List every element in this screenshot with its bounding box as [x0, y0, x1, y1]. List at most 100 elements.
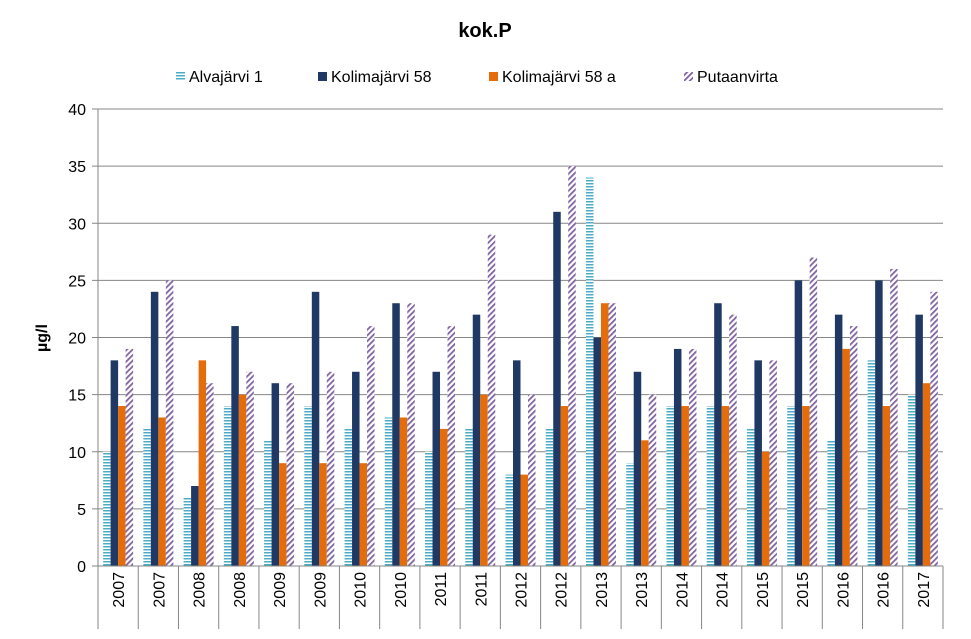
x-tick-label: 2015 [795, 572, 812, 608]
bar-kolimaj-rvi-58-a [520, 474, 528, 566]
chart-title: kok.P [458, 20, 511, 42]
legend-label: Alvajärvi 1 [189, 69, 263, 86]
bar-kolimaj-rvi-58 [593, 337, 601, 566]
bar-kolimaj-rvi-58 [673, 348, 682, 566]
bar-putaanvirta [367, 326, 375, 566]
x-tick-label: 2017 [916, 572, 933, 608]
bar-kolimaj-rvi-58-a [560, 406, 569, 566]
bar-putaanvirta [206, 383, 214, 566]
bar-putaanvirta [890, 268, 898, 566]
legend-swatch [489, 72, 498, 81]
bar-alvaj-rvi-1 [103, 451, 111, 566]
bar-alvaj-rvi-1 [907, 394, 916, 566]
legend-item: Putaanvirta [684, 69, 778, 86]
legend-swatch [176, 72, 185, 81]
bar-kolimaj-rvi-58-a [922, 383, 931, 566]
x-tick-label: 2016 [876, 572, 893, 608]
bar-kolimaj-rvi-58-a [158, 417, 166, 566]
x-tick-label: 2008 [232, 572, 249, 608]
bar-kolimaj-rvi-58 [875, 280, 883, 566]
legend-swatch [318, 72, 327, 81]
bar-alvaj-rvi-1 [223, 406, 232, 566]
bar-kolimaj-rvi-58 [794, 280, 803, 566]
bar-putaanvirta [326, 371, 335, 566]
bar-alvaj-rvi-1 [344, 428, 353, 566]
y-tick-labels: 0 5 10 15 20 25 30 35 40 [68, 102, 86, 576]
bar-kolimaj-rvi-58 [110, 360, 119, 566]
bar-putaanvirta [729, 314, 737, 566]
x-tick-label: 2016 [835, 572, 852, 608]
legend-swatch [684, 72, 693, 81]
x-tick-label: 2009 [272, 572, 289, 608]
legend-item: Kolimajärvi 58 [318, 69, 432, 86]
bar-kolimaj-rvi-58 [915, 314, 923, 566]
bar-alvaj-rvi-1 [143, 428, 151, 566]
legend: Alvajärvi 1 Kolimajärvi 58 Kolimajärvi 58 … [176, 69, 778, 86]
bar-alvaj-rvi-1 [746, 428, 755, 566]
x-tick-label: 2013 [634, 572, 651, 608]
bar-putaanvirta [648, 394, 657, 566]
legend-item: Alvajärvi 1 [176, 69, 263, 86]
bar-alvaj-rvi-1 [827, 440, 835, 566]
bar-kolimaj-rvi-58-a [198, 360, 207, 566]
bar-kolimaj-rvi-58 [553, 211, 561, 566]
y-tick-label: 25 [68, 273, 86, 290]
bar-kolimaj-rvi-58 [513, 360, 521, 566]
bar-kolimaj-rvi-58-a [641, 440, 649, 566]
bar-alvaj-rvi-1 [183, 497, 192, 566]
bar-putaanvirta [809, 257, 818, 566]
x-tick-label: 2013 [594, 572, 611, 608]
bar-alvaj-rvi-1 [384, 417, 393, 566]
legend-label: Putaanvirta [697, 69, 778, 86]
x-tick-label: 2014 [674, 572, 691, 608]
x-tick-label: 2015 [755, 572, 772, 608]
bar-kolimaj-rvi-58-a [238, 394, 247, 566]
bar-kolimaj-rvi-58 [150, 291, 159, 566]
bar-putaanvirta [246, 371, 254, 566]
bar-kolimaj-rvi-58-a [319, 463, 327, 566]
bar-alvaj-rvi-1 [867, 360, 876, 566]
x-tick-label: 2010 [353, 572, 370, 608]
bar-putaanvirta [849, 326, 858, 566]
bar-putaanvirta [125, 348, 134, 566]
bar-alvaj-rvi-1 [666, 406, 674, 566]
bar-kolimaj-rvi-58-a [761, 451, 770, 566]
bar-kolimaj-rvi-58 [754, 360, 762, 566]
bar-putaanvirta [447, 326, 456, 566]
bar-kolimaj-rvi-58-a [842, 348, 850, 566]
bar-putaanvirta [528, 394, 536, 566]
bar-kolimaj-rvi-58 [311, 291, 320, 566]
bar-kolimaj-rvi-58-a [480, 394, 488, 566]
bar-kolimaj-rvi-58 [633, 371, 642, 566]
y-tick-label: 35 [68, 159, 86, 176]
bar-alvaj-rvi-1 [706, 406, 715, 566]
bar-putaanvirta [608, 303, 616, 566]
bar-putaanvirta [286, 383, 295, 566]
bar-alvaj-rvi-1 [787, 406, 795, 566]
bar-putaanvirta [487, 234, 496, 567]
y-tick-label: 20 [68, 331, 86, 348]
bar-kolimaj-rvi-58-a [440, 428, 448, 566]
bar-kolimaj-rvi-58 [432, 371, 441, 566]
y-tick-label: 5 [77, 502, 86, 519]
bars [103, 166, 938, 567]
bar-alvaj-rvi-1 [626, 463, 634, 566]
x-tick-label: 2012 [514, 572, 531, 608]
bar-putaanvirta [930, 291, 938, 566]
bar-putaanvirta [568, 166, 576, 566]
y-tick-label: 15 [68, 388, 86, 405]
bar-kolimaj-rvi-58-a [359, 463, 368, 566]
x-tick-label: 2011 [433, 572, 450, 607]
bar-kolimaj-rvi-58 [352, 371, 360, 566]
bar-kolimaj-rvi-58-a [600, 303, 609, 566]
bar-alvaj-rvi-1 [304, 406, 312, 566]
axes [97, 109, 943, 567]
bar-alvaj-rvi-1 [505, 474, 513, 566]
y-tick-label: 10 [68, 445, 86, 462]
bar-kolimaj-rvi-58-a [882, 406, 891, 566]
x-tick-label: 2009 [312, 572, 329, 608]
y-axis-title: µg/l [34, 324, 51, 352]
x-tick-label: 2008 [192, 572, 209, 608]
x-tick-label: 2007 [111, 572, 128, 608]
